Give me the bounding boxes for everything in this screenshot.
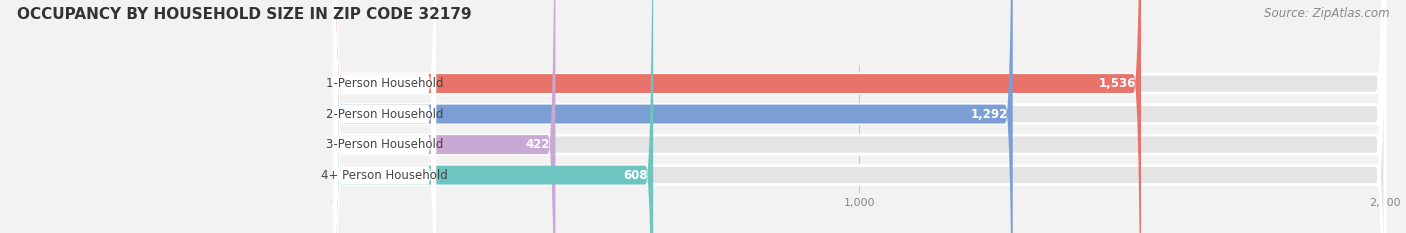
Text: OCCUPANCY BY HOUSEHOLD SIZE IN ZIP CODE 32179: OCCUPANCY BY HOUSEHOLD SIZE IN ZIP CODE … bbox=[17, 7, 471, 22]
Text: 2-Person Household: 2-Person Household bbox=[326, 108, 443, 120]
Text: 1,292: 1,292 bbox=[970, 108, 1008, 120]
FancyBboxPatch shape bbox=[333, 0, 436, 233]
Text: 422: 422 bbox=[526, 138, 550, 151]
FancyBboxPatch shape bbox=[333, 0, 1385, 233]
Text: 3-Person Household: 3-Person Household bbox=[326, 138, 443, 151]
FancyBboxPatch shape bbox=[333, 0, 1142, 233]
FancyBboxPatch shape bbox=[333, 0, 1012, 233]
FancyBboxPatch shape bbox=[333, 0, 1385, 233]
Text: 1,536: 1,536 bbox=[1098, 77, 1136, 90]
Text: 608: 608 bbox=[623, 169, 648, 182]
FancyBboxPatch shape bbox=[333, 0, 654, 233]
FancyBboxPatch shape bbox=[333, 0, 436, 233]
FancyBboxPatch shape bbox=[333, 0, 436, 233]
FancyBboxPatch shape bbox=[333, 0, 555, 233]
FancyBboxPatch shape bbox=[333, 0, 436, 233]
Text: 1-Person Household: 1-Person Household bbox=[326, 77, 443, 90]
Text: Source: ZipAtlas.com: Source: ZipAtlas.com bbox=[1264, 7, 1389, 20]
Text: 4+ Person Household: 4+ Person Household bbox=[322, 169, 449, 182]
FancyBboxPatch shape bbox=[333, 0, 1385, 233]
FancyBboxPatch shape bbox=[333, 0, 1385, 233]
